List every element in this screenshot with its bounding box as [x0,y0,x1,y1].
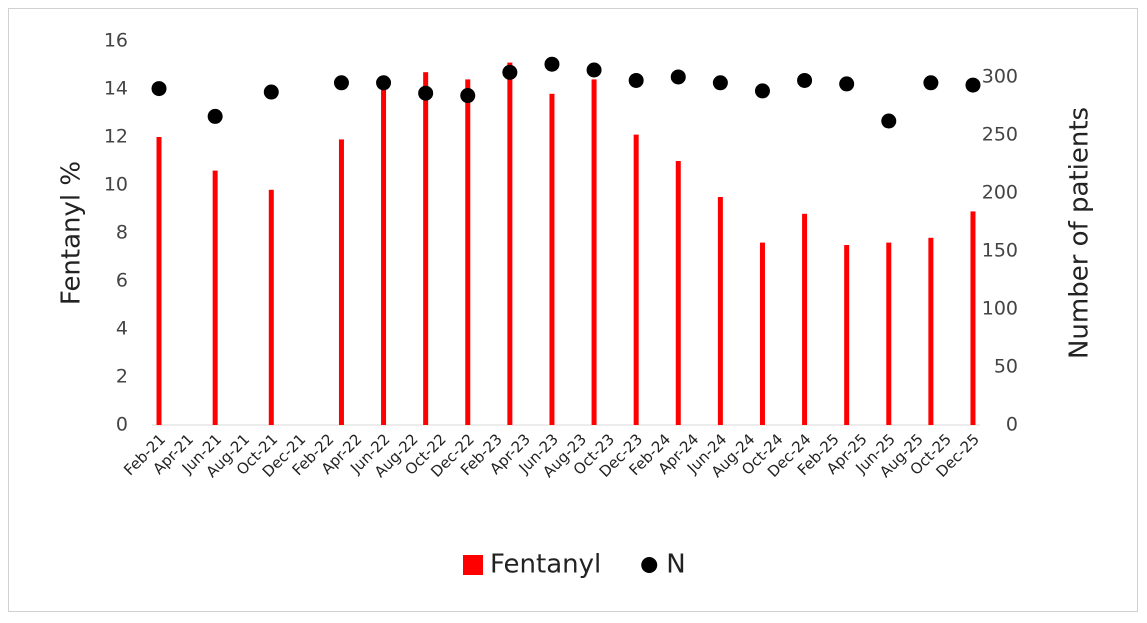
bar [844,245,850,425]
point [839,76,855,92]
bar [717,197,723,425]
point [333,75,349,91]
point [544,56,560,72]
bar [886,242,892,425]
point [376,75,392,91]
y2-tick-label: 100 [982,297,1018,319]
y-tick-label: 10 [104,174,128,196]
y-tick-label: 0 [116,414,128,436]
point [797,72,813,88]
y2-tick-label: 300 [982,65,1018,87]
bar [591,79,597,426]
y2-axis-title: Number of patients [1065,107,1095,359]
point [965,77,981,93]
point [881,113,897,129]
legend-label: Fentanyl [490,550,601,580]
y2-tick-label: 250 [982,123,1018,145]
bar [970,211,976,425]
bar [507,62,513,425]
y-tick-label: 8 [116,222,128,244]
bar [549,93,555,426]
legend-label: N [666,550,685,580]
point [502,64,518,80]
point [586,62,602,78]
y-tick-label: 12 [104,126,128,148]
y-tick-label: 16 [104,30,128,52]
legend-swatch [641,557,658,573]
point [628,72,644,88]
point [923,75,939,91]
point [670,69,686,85]
bar [675,161,681,425]
y-axis-title: Fentanyl % [57,161,87,305]
point [418,85,434,101]
y-tick-label: 2 [116,366,128,388]
bar [338,139,344,425]
point [460,88,476,104]
bar [156,137,162,425]
point [151,81,167,97]
point [754,83,770,99]
legend-swatch [463,555,483,575]
point [207,108,223,124]
bar [268,189,274,425]
y2-tick-label: 200 [982,181,1018,203]
bar [633,134,639,425]
point [263,84,279,100]
point [712,75,728,91]
y2-tick-label: 0 [1006,414,1018,436]
y-tick-label: 14 [104,78,128,100]
y2-tick-label: 150 [982,239,1018,261]
bar [423,72,429,425]
bar [928,237,934,425]
y2-tick-label: 50 [994,355,1018,377]
y-tick-label: 4 [116,318,128,340]
bar [212,170,218,425]
bar [802,213,808,425]
y-tick-label: 6 [116,270,128,292]
bar [381,81,387,426]
bar [759,242,765,425]
chart-border [8,8,1138,612]
bar [465,79,471,426]
